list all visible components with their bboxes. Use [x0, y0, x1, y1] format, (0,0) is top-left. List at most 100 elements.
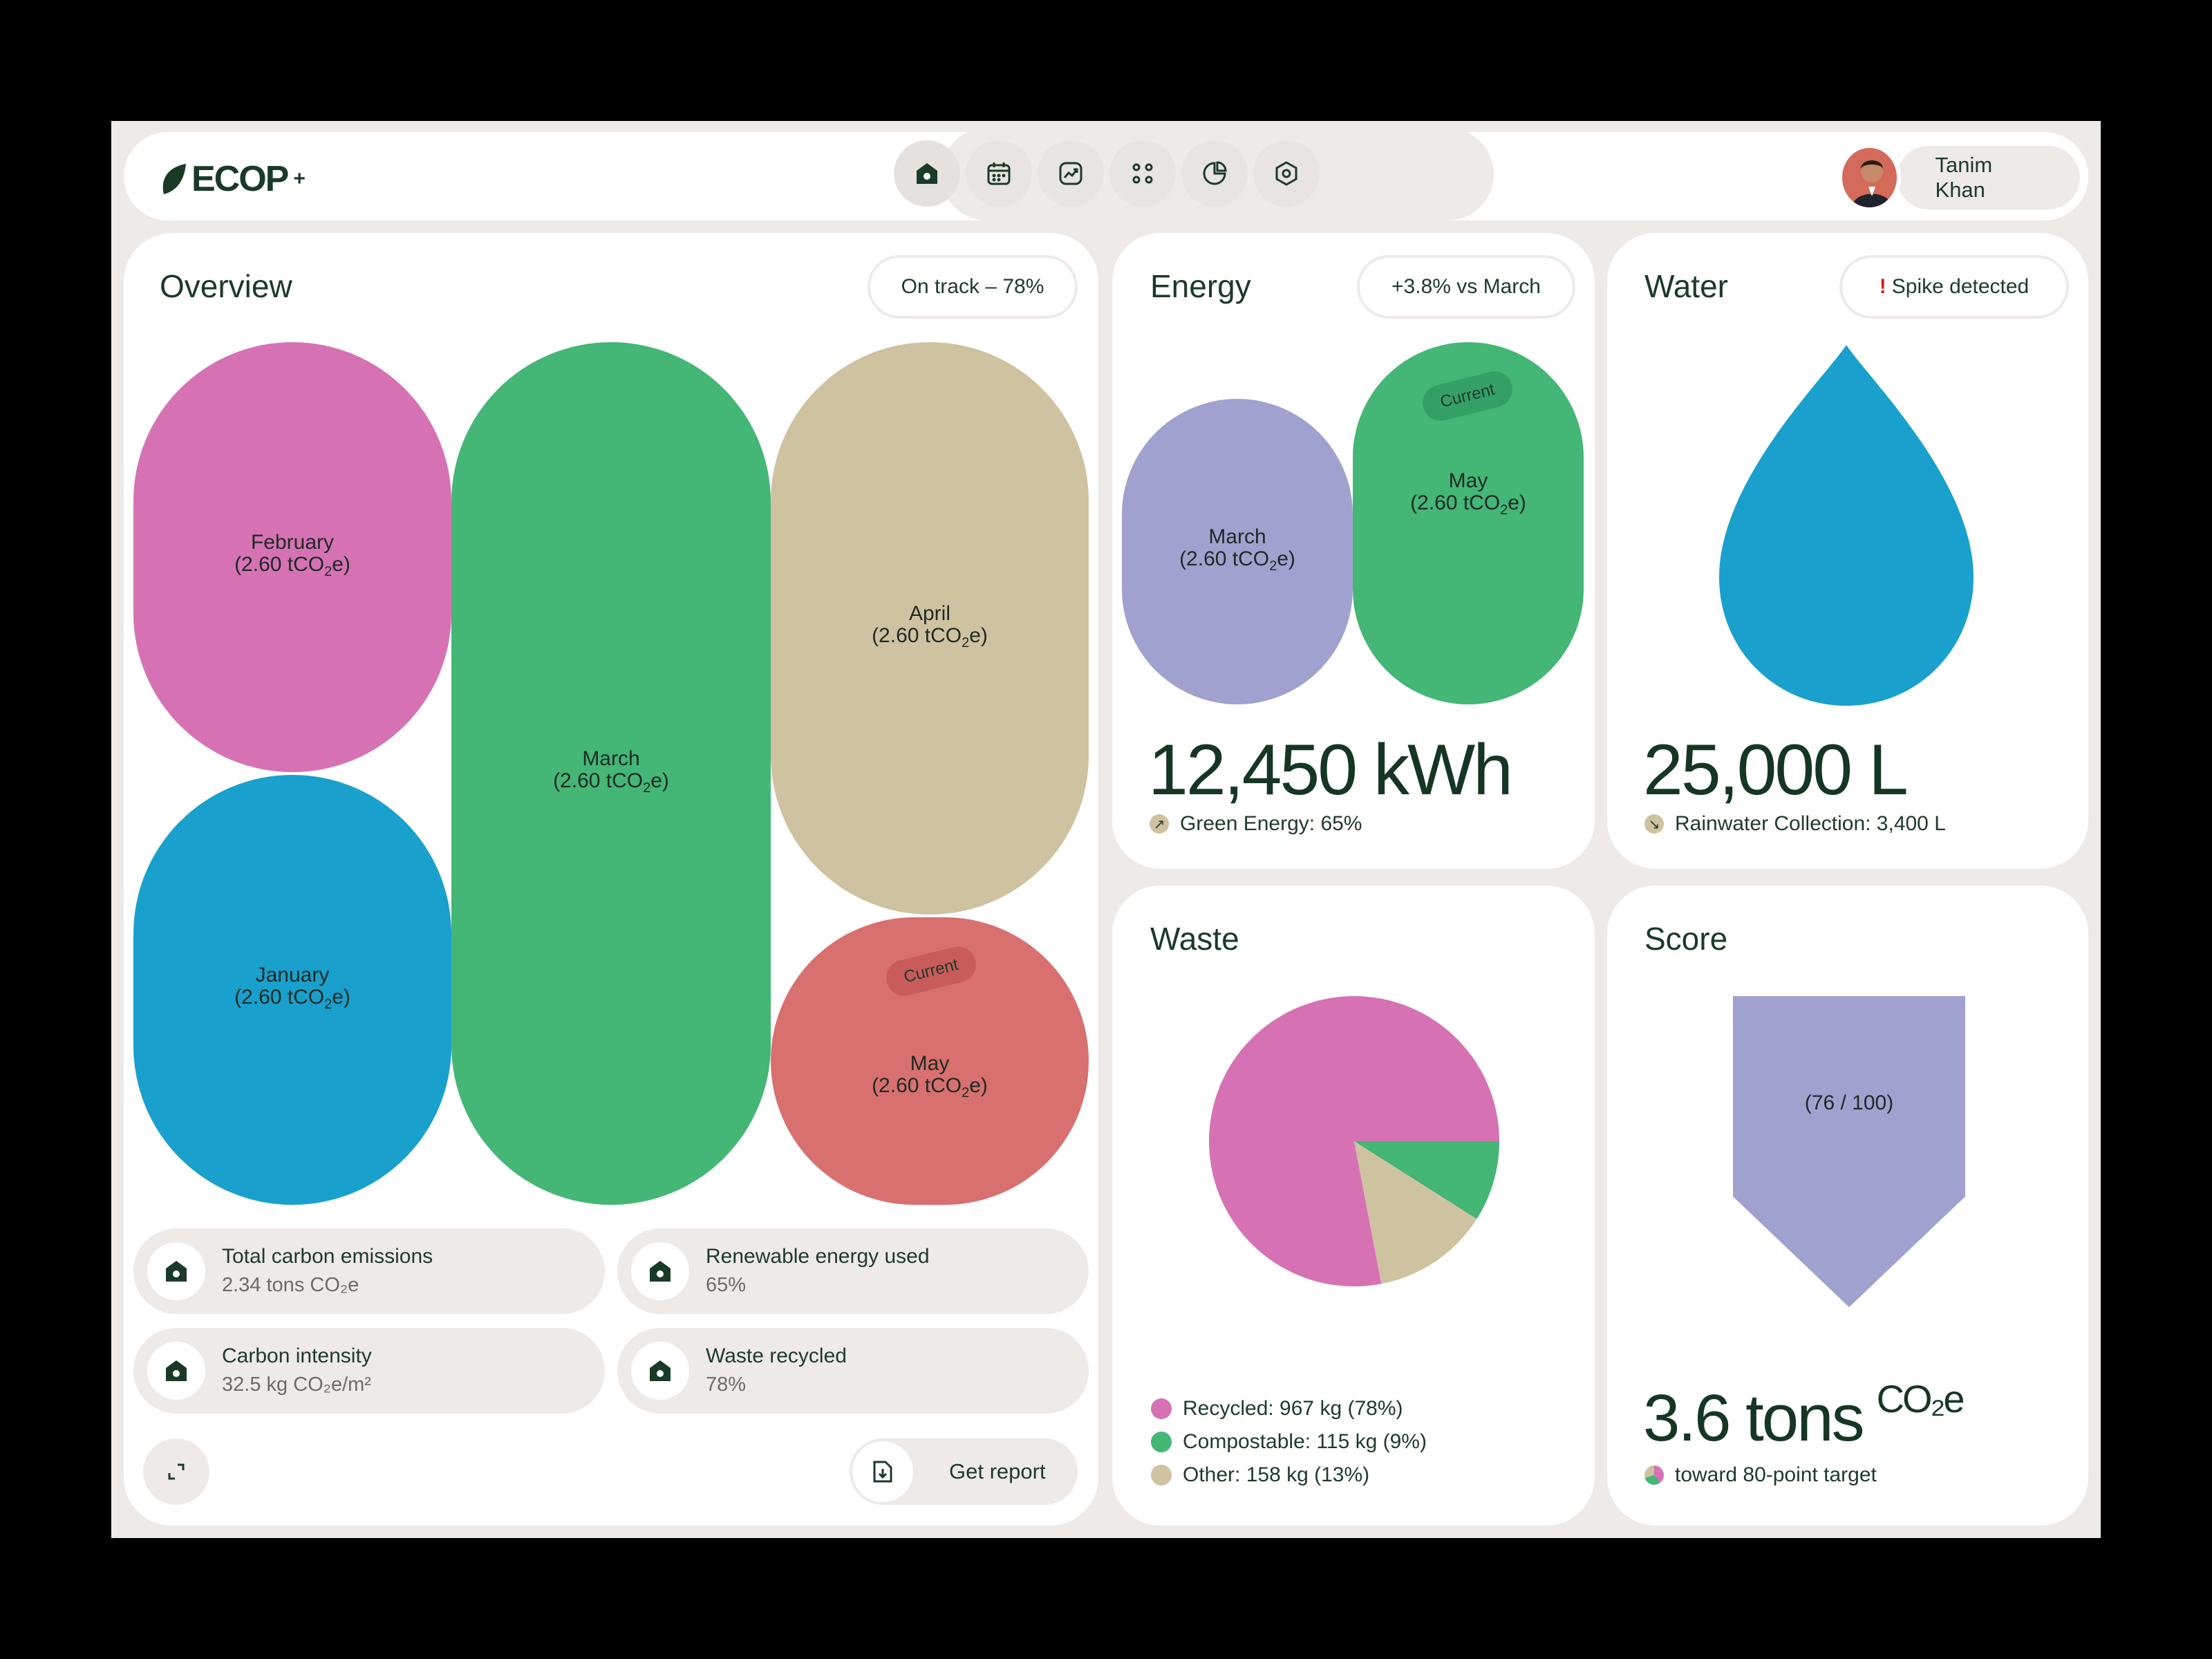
energy-title: Energy [1150, 268, 1251, 304]
score-sub: toward 80-point target [1644, 1463, 1877, 1487]
month-value: (2.60 tCO2e) [234, 553, 350, 580]
nav-home-button[interactable] [894, 140, 960, 207]
month-blob-april[interactable]: April (2.60 tCO2e) [771, 342, 1089, 915]
home-icon [166, 1360, 187, 1381]
score-title: Score [1644, 921, 1728, 957]
month-blob-march[interactable]: March (2.60 tCO2e) [451, 342, 771, 1205]
stat-value: 65% [706, 1274, 747, 1296]
nav-settings-button[interactable] [1253, 140, 1320, 207]
water-sub: ↘ Rainwater Collection: 3,400 L [1644, 812, 1946, 836]
nav-calendar-button[interactable] [966, 140, 1032, 207]
app-logo[interactable]: ECOP + [160, 158, 306, 200]
month-value: (2.60 tCO2e) [872, 624, 988, 651]
month-value: (2.60 tCO2e) [1179, 547, 1295, 574]
energy-sub-label: Green Energy: 65% [1180, 812, 1362, 835]
score-shield-shape [1733, 996, 1965, 1307]
home-icon [650, 1360, 671, 1381]
month-value: (2.60 tCO2e) [1410, 491, 1526, 518]
stat-value: 2.34 tons CO₂e [222, 1274, 359, 1296]
stat-carbon-intensity: Carbon intensity 32.5 kg CO₂e/m² [133, 1328, 605, 1414]
app-logo-text: ECOP [191, 159, 289, 199]
settings-icon [1275, 161, 1297, 186]
stat-label: Carbon intensity [222, 1344, 372, 1367]
calendar-icon [987, 162, 1011, 185]
pie-slice-compostable[interactable] [1354, 1141, 1499, 1219]
energy-blob-may[interactable]: Current May (2.60 tCO2e) [1353, 342, 1584, 704]
score-sub-label: toward 80-point target [1675, 1463, 1877, 1486]
overview-status-badge: On track – 78% [868, 255, 1078, 319]
legend-dot-recycled [1151, 1398, 1172, 1419]
legend-dot-compostable [1151, 1432, 1172, 1452]
month-value: (2.60 tCO2e) [872, 1074, 988, 1101]
month-label: March [582, 747, 640, 770]
month-label: February [250, 531, 335, 554]
expand-button[interactable] [143, 1438, 209, 1505]
avatar[interactable] [1838, 144, 1901, 212]
energy-sub: ↗ Green Energy: 65% [1150, 812, 1362, 836]
home-icon [166, 1261, 187, 1282]
legend-dot-other [1151, 1465, 1172, 1485]
water-drop-icon [1719, 345, 1974, 706]
stat-waste-recycled: Waste recycled 78% [617, 1328, 1089, 1414]
legend-other: Other: 158 kg (13%) [1151, 1463, 1369, 1487]
waste-title: Waste [1150, 921, 1239, 957]
month-label: May [1448, 469, 1488, 492]
legend-label: Other: 158 kg (13%) [1183, 1463, 1370, 1486]
nav-trend-button[interactable] [1038, 140, 1104, 207]
water-alert-badge: ! Spike detected [1839, 255, 2069, 319]
water-alert-label: Spike detected [1891, 275, 2030, 298]
overview-title: Overview [160, 268, 292, 304]
stat-value: 32.5 kg CO₂e/m² [222, 1374, 371, 1396]
pie-chart-icon [1203, 161, 1227, 185]
nav-apps-button[interactable] [1109, 140, 1176, 207]
stat-renewable-energy: Renewable energy used 65% [617, 1228, 1089, 1314]
app-logo-sup: + [293, 167, 305, 190]
leaf-logo-icon [162, 164, 186, 194]
user-name[interactable]: Tanim Khan [1896, 146, 2080, 209]
arrow-up-right-icon: ↗ [1150, 814, 1169, 834]
nav-pie-chart-button[interactable] [1181, 140, 1248, 207]
month-label: March [1208, 525, 1266, 548]
current-tag: Current [1418, 367, 1517, 425]
target-icon [1644, 1465, 1664, 1485]
month-blob-january[interactable]: January (2.60 tCO2e) [133, 775, 451, 1205]
month-label: January [255, 964, 330, 986]
legend-recycled: Recycled: 967 kg (78%) [1151, 1397, 1403, 1421]
arrow-down-right-icon: ↘ [1644, 814, 1664, 834]
energy-blob-march[interactable]: March (2.60 tCO2e) [1122, 399, 1353, 704]
waste-pie-chart [1209, 996, 1499, 1286]
user-profile[interactable]: Tanim Khan [1838, 144, 2080, 212]
score-unit: CO₂e [1876, 1377, 1965, 1421]
stat-total-carbon: Total carbon emissions 2.34 tons CO₂e [133, 1228, 605, 1314]
month-label: April [908, 602, 950, 625]
download-document-icon [873, 1461, 892, 1483]
expand-icon [168, 1463, 185, 1480]
legend-label: Compostable: 115 kg (9%) [1183, 1430, 1427, 1453]
get-report-button[interactable]: Get report [850, 1438, 1078, 1505]
score-value: 3.6 tons CO₂e [1643, 1377, 1965, 1455]
water-title: Water [1644, 268, 1728, 304]
score-label: (76 / 100) [1804, 1091, 1894, 1114]
alert-icon: ! [1879, 275, 1886, 298]
energy-change-badge: +3.8% vs March [1357, 255, 1575, 319]
month-value: (2.60 tCO2e) [553, 769, 669, 796]
current-tag: Current [882, 942, 980, 1000]
month-label: May [910, 1052, 950, 1075]
stat-value: 78% [706, 1374, 747, 1396]
month-blob-february[interactable]: February (2.60 tCO2e) [133, 342, 451, 772]
trend-icon [1059, 162, 1082, 185]
stat-label: Total carbon emissions [222, 1245, 433, 1268]
month-blob-may[interactable]: Current May (2.60 tCO2e) [771, 917, 1089, 1205]
stat-label: Waste recycled [706, 1344, 847, 1367]
stat-label: Renewable energy used [706, 1245, 930, 1268]
legend-label: Recycled: 967 kg (78%) [1183, 1397, 1403, 1420]
get-report-label: Get report [949, 1459, 1046, 1483]
pie-slice-other[interactable] [1354, 1141, 1477, 1284]
home-icon [917, 163, 937, 184]
dashboard-app: ECOP + Tanim Khan Overview On track – 78%… [111, 121, 2101, 1538]
home-icon [650, 1261, 671, 1282]
energy-value: 12,450 kWh [1148, 730, 1513, 810]
legend-compostable: Compostable: 115 kg (9%) [1151, 1430, 1427, 1454]
water-value: 25,000 L [1643, 730, 1909, 810]
water-sub-label: Rainwater Collection: 3,400 L [1675, 812, 1946, 835]
